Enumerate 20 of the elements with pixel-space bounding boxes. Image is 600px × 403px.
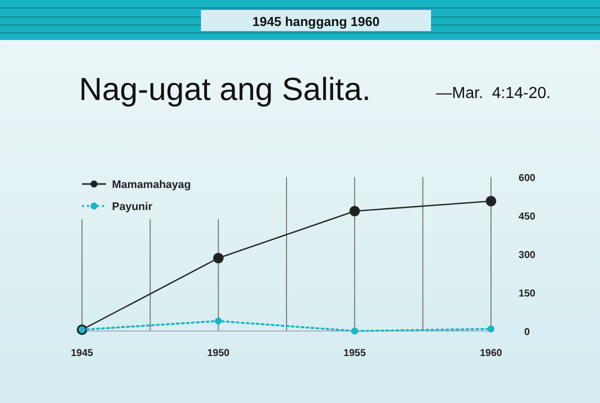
y-tick-label: 600	[518, 173, 536, 184]
point	[349, 206, 360, 216]
chart-title: Nag-ugat ang Salita.	[79, 71, 371, 107]
point	[214, 317, 222, 324]
point	[486, 196, 496, 206]
point	[488, 325, 494, 332]
point	[213, 252, 224, 264]
x-tick-label: 1955	[344, 348, 366, 359]
legend-label: Mamamahayag	[112, 179, 191, 191]
y-tick-label: 0	[524, 327, 530, 338]
point	[351, 328, 358, 334]
y-tick-label: 300	[518, 250, 536, 261]
x-tick-label: 1945	[70, 348, 94, 359]
y-tick-label: 450	[518, 212, 536, 222]
x-tick-label: 1960	[480, 348, 503, 359]
x-tick-label: 1950	[207, 348, 230, 359]
text: —Mar. 4:14-20.	[436, 85, 551, 102]
chart-subtitle: 1945 hanggang 1960	[252, 14, 380, 29]
legend-label: Payunir	[112, 201, 154, 213]
y-tick-label: 150	[518, 288, 536, 300]
